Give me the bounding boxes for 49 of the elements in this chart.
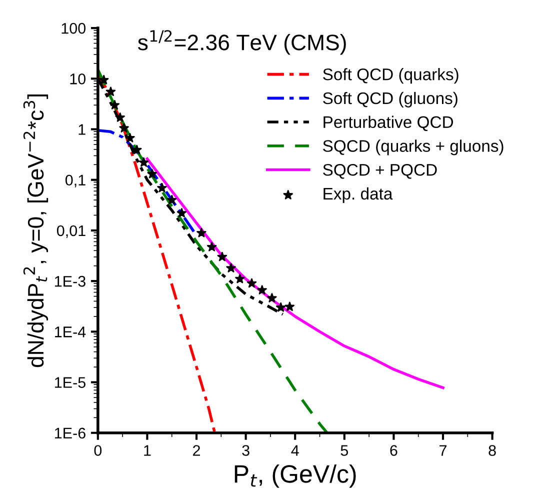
x-axis-title: P$_{t}$, (GeV/c) [234, 464, 356, 488]
point [284, 302, 295, 312]
point [176, 208, 187, 218]
y-axis-title: dN/dydP$_{t}$$^{2}$, y=0, [GeV$^{−2}$*c$^{3}$] [23, 94, 48, 368]
chart-title: s$^{1/2}$=2.36 TeV (CMS) [138, 30, 346, 55]
point [115, 112, 125, 122]
point [110, 100, 120, 110]
point [276, 302, 286, 312]
legend-label: SQCD + PQCD [323, 164, 437, 179]
point [196, 228, 206, 238]
point [132, 144, 142, 154]
x-tick-label: 7 [440, 445, 446, 456]
point [257, 285, 267, 294]
point [246, 278, 257, 288]
point [119, 123, 129, 132]
legend-label: Soft QCD (quarks) [323, 68, 458, 84]
x-tick-label: 6 [390, 445, 398, 456]
x-tick-label: 5 [340, 445, 348, 456]
point [166, 194, 177, 204]
y-tick-label: 1E-6 [55, 428, 86, 439]
y-tick-label: 1 [78, 124, 86, 135]
point [267, 293, 277, 302]
point [226, 263, 236, 272]
point [125, 132, 135, 142]
legend-label: Soft QCD (gluons) [323, 92, 458, 108]
point [106, 86, 116, 96]
point [138, 157, 149, 167]
x-tick-label: 1 [144, 445, 151, 456]
point [206, 242, 217, 252]
point [235, 274, 245, 284]
legend-label: Exp. data [324, 187, 393, 203]
legend-label: SQCD (quarks + gluons) [323, 140, 504, 156]
y-tick-label: 1E-4 [55, 326, 86, 338]
x-tick-label: 0 [94, 445, 102, 456]
y-tick-label: 1E-5 [55, 377, 86, 388]
x-tick-label: 8 [488, 445, 496, 456]
y-tick-label: 1E-3 [55, 276, 86, 287]
point [147, 169, 158, 178]
point [217, 252, 228, 262]
y-tick-label: 10 [70, 74, 86, 84]
point [98, 74, 109, 84]
x-tick-label: 3 [242, 445, 250, 456]
y-tick-label: 0,1 [65, 174, 86, 188]
x-tick-label: 2 [193, 445, 200, 456]
point [157, 182, 167, 192]
x-tick-label: 4 [291, 445, 299, 456]
legend-label: Perturbative QCD [324, 116, 454, 132]
y-tick-label: 100 [62, 22, 86, 34]
y-tick-label: 0,01 [56, 225, 86, 238]
